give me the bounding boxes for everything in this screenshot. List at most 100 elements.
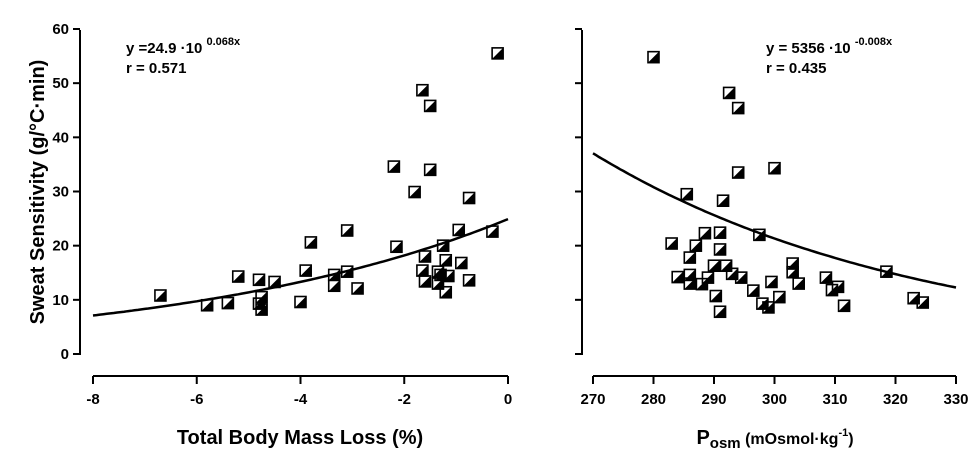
data-point-outline [707,259,721,273]
data-point-outline [439,253,453,267]
data-point-fill [917,297,929,309]
x-tick-label: 310 [822,391,847,408]
data-point-fill [455,257,467,269]
data-point-outline [390,240,403,254]
data-point-fill [732,102,744,114]
data-point-fill [793,278,805,290]
data-point-outline [831,280,845,294]
data-point-outline [773,290,786,304]
data-point-fill [769,162,780,174]
data-point [299,264,312,277]
data-point [455,256,468,270]
data-point-outline [255,303,268,316]
data-point-fill [714,227,726,239]
data-point-fill [300,265,312,277]
data-point [304,236,318,249]
right-r-value: r = 0.435 [766,60,826,77]
data-point-fill [440,286,452,298]
data-point-fill [424,164,436,176]
data-point [716,194,730,208]
data-point [671,270,685,284]
data-point-outline [462,191,476,205]
data-point-fill [762,301,774,313]
data-point-outline [340,224,354,237]
left-y-axis-title: Sweat Sensitivity (g/°C·min) [27,60,49,325]
data-point-fill [723,87,735,99]
data-point-outline [880,265,893,278]
right-panel: 270 280 290 300 310 320 330 y = 5356 ·10 -0.00… [575,28,969,452]
data-point-outline [221,296,235,310]
data-point [765,275,778,289]
data-point [221,296,235,310]
data-point [819,271,833,284]
data-point [442,269,455,283]
data-point-fill [453,224,465,236]
data-point-outline [387,160,401,173]
data-point-fill [416,84,428,96]
data-point [416,264,429,277]
left-fit-curve [92,217,509,317]
data-point [255,303,268,316]
data-point-fill [253,274,265,286]
data-point-fill [256,291,268,303]
data-point [418,250,432,263]
data-point [725,267,739,281]
data-point-outline [731,166,745,179]
right-x-ticks: 270 280 290 300 310 320 330 [580,376,969,408]
data-point-outline [294,295,307,309]
data-point-fill [714,243,726,255]
data-point-outline [647,50,660,64]
data-point-outline [665,237,678,250]
data-point-outline [442,269,455,283]
left-x-ticks: -8 -6 -4 -2 0 [86,376,512,408]
data-point-fill [732,167,744,179]
data-point-fill [753,229,765,241]
data-point-outline [299,264,312,277]
data-point-outline [713,305,727,319]
data-point [734,271,748,284]
data-point [340,224,354,237]
data-point-fill [463,192,475,204]
data-point [680,187,694,201]
x-tick-label: 290 [701,391,726,408]
x-tick-label: 280 [641,391,666,408]
data-point-fill [232,271,244,283]
data-point [713,243,727,256]
data-point [683,251,697,264]
right-equation: y = 5356 ·10 -0.008x [766,36,893,57]
data-point [768,161,781,175]
data-point-outline [709,289,723,303]
data-point [418,275,432,288]
data-point-fill [880,266,892,278]
data-point-fill [648,51,659,63]
data-point-outline [486,225,499,238]
data-point [907,291,920,305]
data-point-fill [832,281,844,293]
data-point [268,275,281,289]
data-point-outline [689,239,703,252]
data-point [486,225,499,238]
data-point [831,280,845,294]
data-point-outline [351,282,364,295]
data-point-outline [304,236,318,249]
data-point-fill [747,285,759,297]
data-point [351,282,364,295]
data-point-outline [792,277,806,290]
data-point-outline [252,273,266,287]
data-point-outline [671,270,685,284]
y-tick-label: 40 [52,129,69,146]
data-point [773,290,786,304]
data-point-outline [819,271,833,284]
data-point-fill [773,291,785,303]
data-point-outline [713,226,727,239]
data-point-fill [328,280,340,292]
data-point [439,253,453,267]
data-point [722,86,736,100]
data-point-fill [684,252,696,264]
data-point-fill [440,254,452,266]
data-point-fill [222,297,234,309]
x-tick-label: 320 [883,391,908,408]
data-point-outline [408,185,421,199]
data-point [762,301,775,314]
data-point-fill [416,265,428,277]
